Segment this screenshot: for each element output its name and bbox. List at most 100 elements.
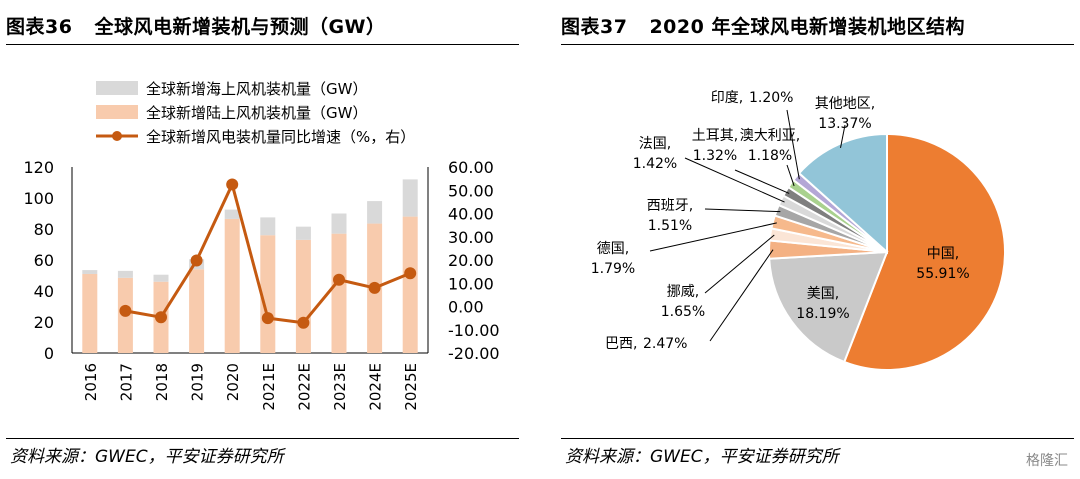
x-tick-label: 2024E bbox=[367, 363, 385, 411]
bar-onshore bbox=[189, 269, 205, 353]
x-tick-label: 2022E bbox=[295, 363, 313, 411]
bar-onshore bbox=[260, 235, 276, 353]
title-rule bbox=[6, 44, 519, 45]
legend-swatch-onshore bbox=[96, 105, 138, 119]
y-right-tick-label: 30.00 bbox=[448, 228, 494, 247]
bar-onshore bbox=[295, 239, 311, 353]
bar-offshore bbox=[331, 213, 347, 234]
x-tick-label: 2023E bbox=[331, 363, 349, 411]
label-pct-australia: 1.18% bbox=[748, 148, 792, 164]
leader-line-australia bbox=[786, 164, 795, 187]
figure-title: 全球风电新增装机与预测（GW） bbox=[94, 16, 386, 38]
y-right-tick-label: -10.00 bbox=[448, 321, 500, 340]
growth-point bbox=[155, 311, 167, 324]
x-tick-label: 2025E bbox=[402, 363, 420, 411]
growth-point bbox=[226, 178, 239, 191]
y-right-tick-label: 20.00 bbox=[448, 251, 494, 270]
label-pct-others: 13.37% bbox=[818, 116, 871, 132]
wind-forecast-panel: 图表36 全球风电新增装机与预测（GW） 全球新增海上风机装机量（GW） 全球新增陆… bbox=[0, 0, 525, 479]
bar-offshore bbox=[82, 270, 98, 274]
bar-offshore bbox=[224, 209, 240, 219]
chart-title: 图表37 2020 年全球风电新增装机地区结构 bbox=[561, 12, 965, 39]
y-left-tick-label: 80 bbox=[34, 220, 54, 239]
pie-slice bbox=[797, 132, 888, 255]
legend-label-onshore: 全球新增陆上风机装机量（GW） bbox=[146, 104, 367, 122]
y-right-tick-label: 0.00 bbox=[448, 298, 484, 317]
growth-point bbox=[119, 304, 132, 317]
growth-point bbox=[261, 312, 274, 325]
y-right-tick-label: 50.00 bbox=[448, 181, 494, 200]
leader-line-spain bbox=[704, 208, 781, 213]
growth-point bbox=[190, 254, 203, 267]
label-name-turkey: 土耳其, bbox=[692, 128, 738, 144]
x-tick-label: 2016 bbox=[82, 363, 100, 401]
leader-line-others bbox=[840, 124, 846, 149]
label-name-germany: 德国, bbox=[597, 241, 629, 257]
label-pct-brazil: 2.47% bbox=[643, 336, 687, 352]
leader-line-brazil bbox=[709, 249, 774, 342]
label-name-india: 印度, bbox=[711, 90, 743, 106]
x-tick-label: 2019 bbox=[189, 363, 207, 401]
label-name-others: 其他地区, bbox=[815, 96, 875, 112]
label-pct-india: 1.20% bbox=[749, 90, 793, 106]
legend: 全球新增海上风机装机量（GW） 全球新增陆上风机装机量（GW） 全球新增风电装机量同… bbox=[96, 80, 415, 146]
x-tick-label: 2020 bbox=[224, 363, 242, 401]
label-pct-germany: 1.79% bbox=[591, 261, 635, 277]
leader-line-france bbox=[684, 157, 785, 203]
label-name-china: 中国, bbox=[927, 246, 959, 262]
leader-line-germany bbox=[649, 222, 777, 252]
growth-point bbox=[368, 281, 381, 294]
watermark: 格隆汇 bbox=[1026, 453, 1068, 469]
y-left-tick-label: 20 bbox=[34, 313, 54, 332]
growth-point bbox=[297, 316, 310, 329]
label-pct-turkey: 1.32% bbox=[693, 148, 737, 164]
label-name-france: 法国, bbox=[639, 136, 671, 152]
y-left-tick-label: 60 bbox=[34, 251, 54, 270]
source-note: 资料来源：GWEC，平安证券研究所 bbox=[565, 447, 839, 467]
source-rule bbox=[6, 438, 519, 439]
y-left-tick-label: 100 bbox=[23, 189, 54, 208]
label-name-usa: 美国, bbox=[807, 286, 839, 302]
bar-onshore bbox=[331, 233, 347, 353]
y-right-tick-label: -20.00 bbox=[448, 344, 500, 363]
legend-marker-growth bbox=[112, 131, 122, 141]
figure-title: 2020 年全球风电新增装机地区结构 bbox=[649, 16, 965, 38]
leader-line-turkey bbox=[734, 169, 790, 194]
label-pct-china: 55.91% bbox=[916, 266, 969, 282]
bar-offshore bbox=[295, 226, 311, 240]
figure-number: 图表36 bbox=[6, 16, 73, 38]
y-right-tick-label: 10.00 bbox=[448, 274, 494, 293]
x-tick-label: 2018 bbox=[153, 363, 171, 401]
bar-offshore bbox=[402, 179, 418, 217]
bar-onshore bbox=[82, 273, 98, 353]
pie-slice bbox=[842, 132, 1006, 371]
y-right-tick-label: 40.00 bbox=[448, 205, 494, 224]
label-name-norway: 挪威, bbox=[667, 284, 699, 300]
chart-title: 图表36 全球风电新增装机与预测（GW） bbox=[6, 12, 386, 39]
figure-number: 图表37 bbox=[561, 16, 628, 38]
label-pct-france: 1.42% bbox=[633, 156, 677, 172]
label-name-brazil: 巴西, bbox=[605, 336, 637, 352]
legend-swatch-offshore bbox=[96, 81, 138, 95]
bar-onshore bbox=[402, 216, 418, 353]
bar-offshore bbox=[260, 217, 276, 236]
legend-label-offshore: 全球新增海上风机装机量（GW） bbox=[146, 80, 367, 98]
leader-line-norway bbox=[704, 234, 775, 294]
region-structure-panel: 图表37 2020 年全球风电新增装机地区结构 中国, 55.91% 美国, 18.19… bbox=[555, 0, 1080, 479]
label-pct-usa: 18.19% bbox=[796, 306, 849, 322]
installed-capacity-chart: 全球新增海上风机装机量（GW） 全球新增陆上风机装机量（GW） 全球新增风电装机量同… bbox=[23, 80, 500, 411]
label-pct-norway: 1.65% bbox=[661, 304, 705, 320]
bar-offshore bbox=[367, 201, 383, 224]
growth-point bbox=[333, 273, 345, 286]
label-name-australia: 澳大利亚, bbox=[740, 128, 800, 144]
bar-offshore bbox=[153, 274, 169, 282]
label-pct-spain: 1.51% bbox=[648, 218, 692, 234]
region-pie-chart: 中国, 55.91% 美国, 18.19% 巴西, 2.47% 挪威, 1.65% 德国, 1.7… bbox=[591, 90, 1006, 371]
y-left-tick-label: 120 bbox=[23, 158, 54, 177]
growth-point bbox=[404, 267, 417, 280]
source-rule bbox=[561, 438, 1074, 439]
leader-line-india bbox=[786, 109, 800, 180]
y-left-tick-label: 40 bbox=[34, 282, 54, 301]
title-rule bbox=[561, 44, 1074, 45]
bar-offshore bbox=[117, 270, 133, 278]
